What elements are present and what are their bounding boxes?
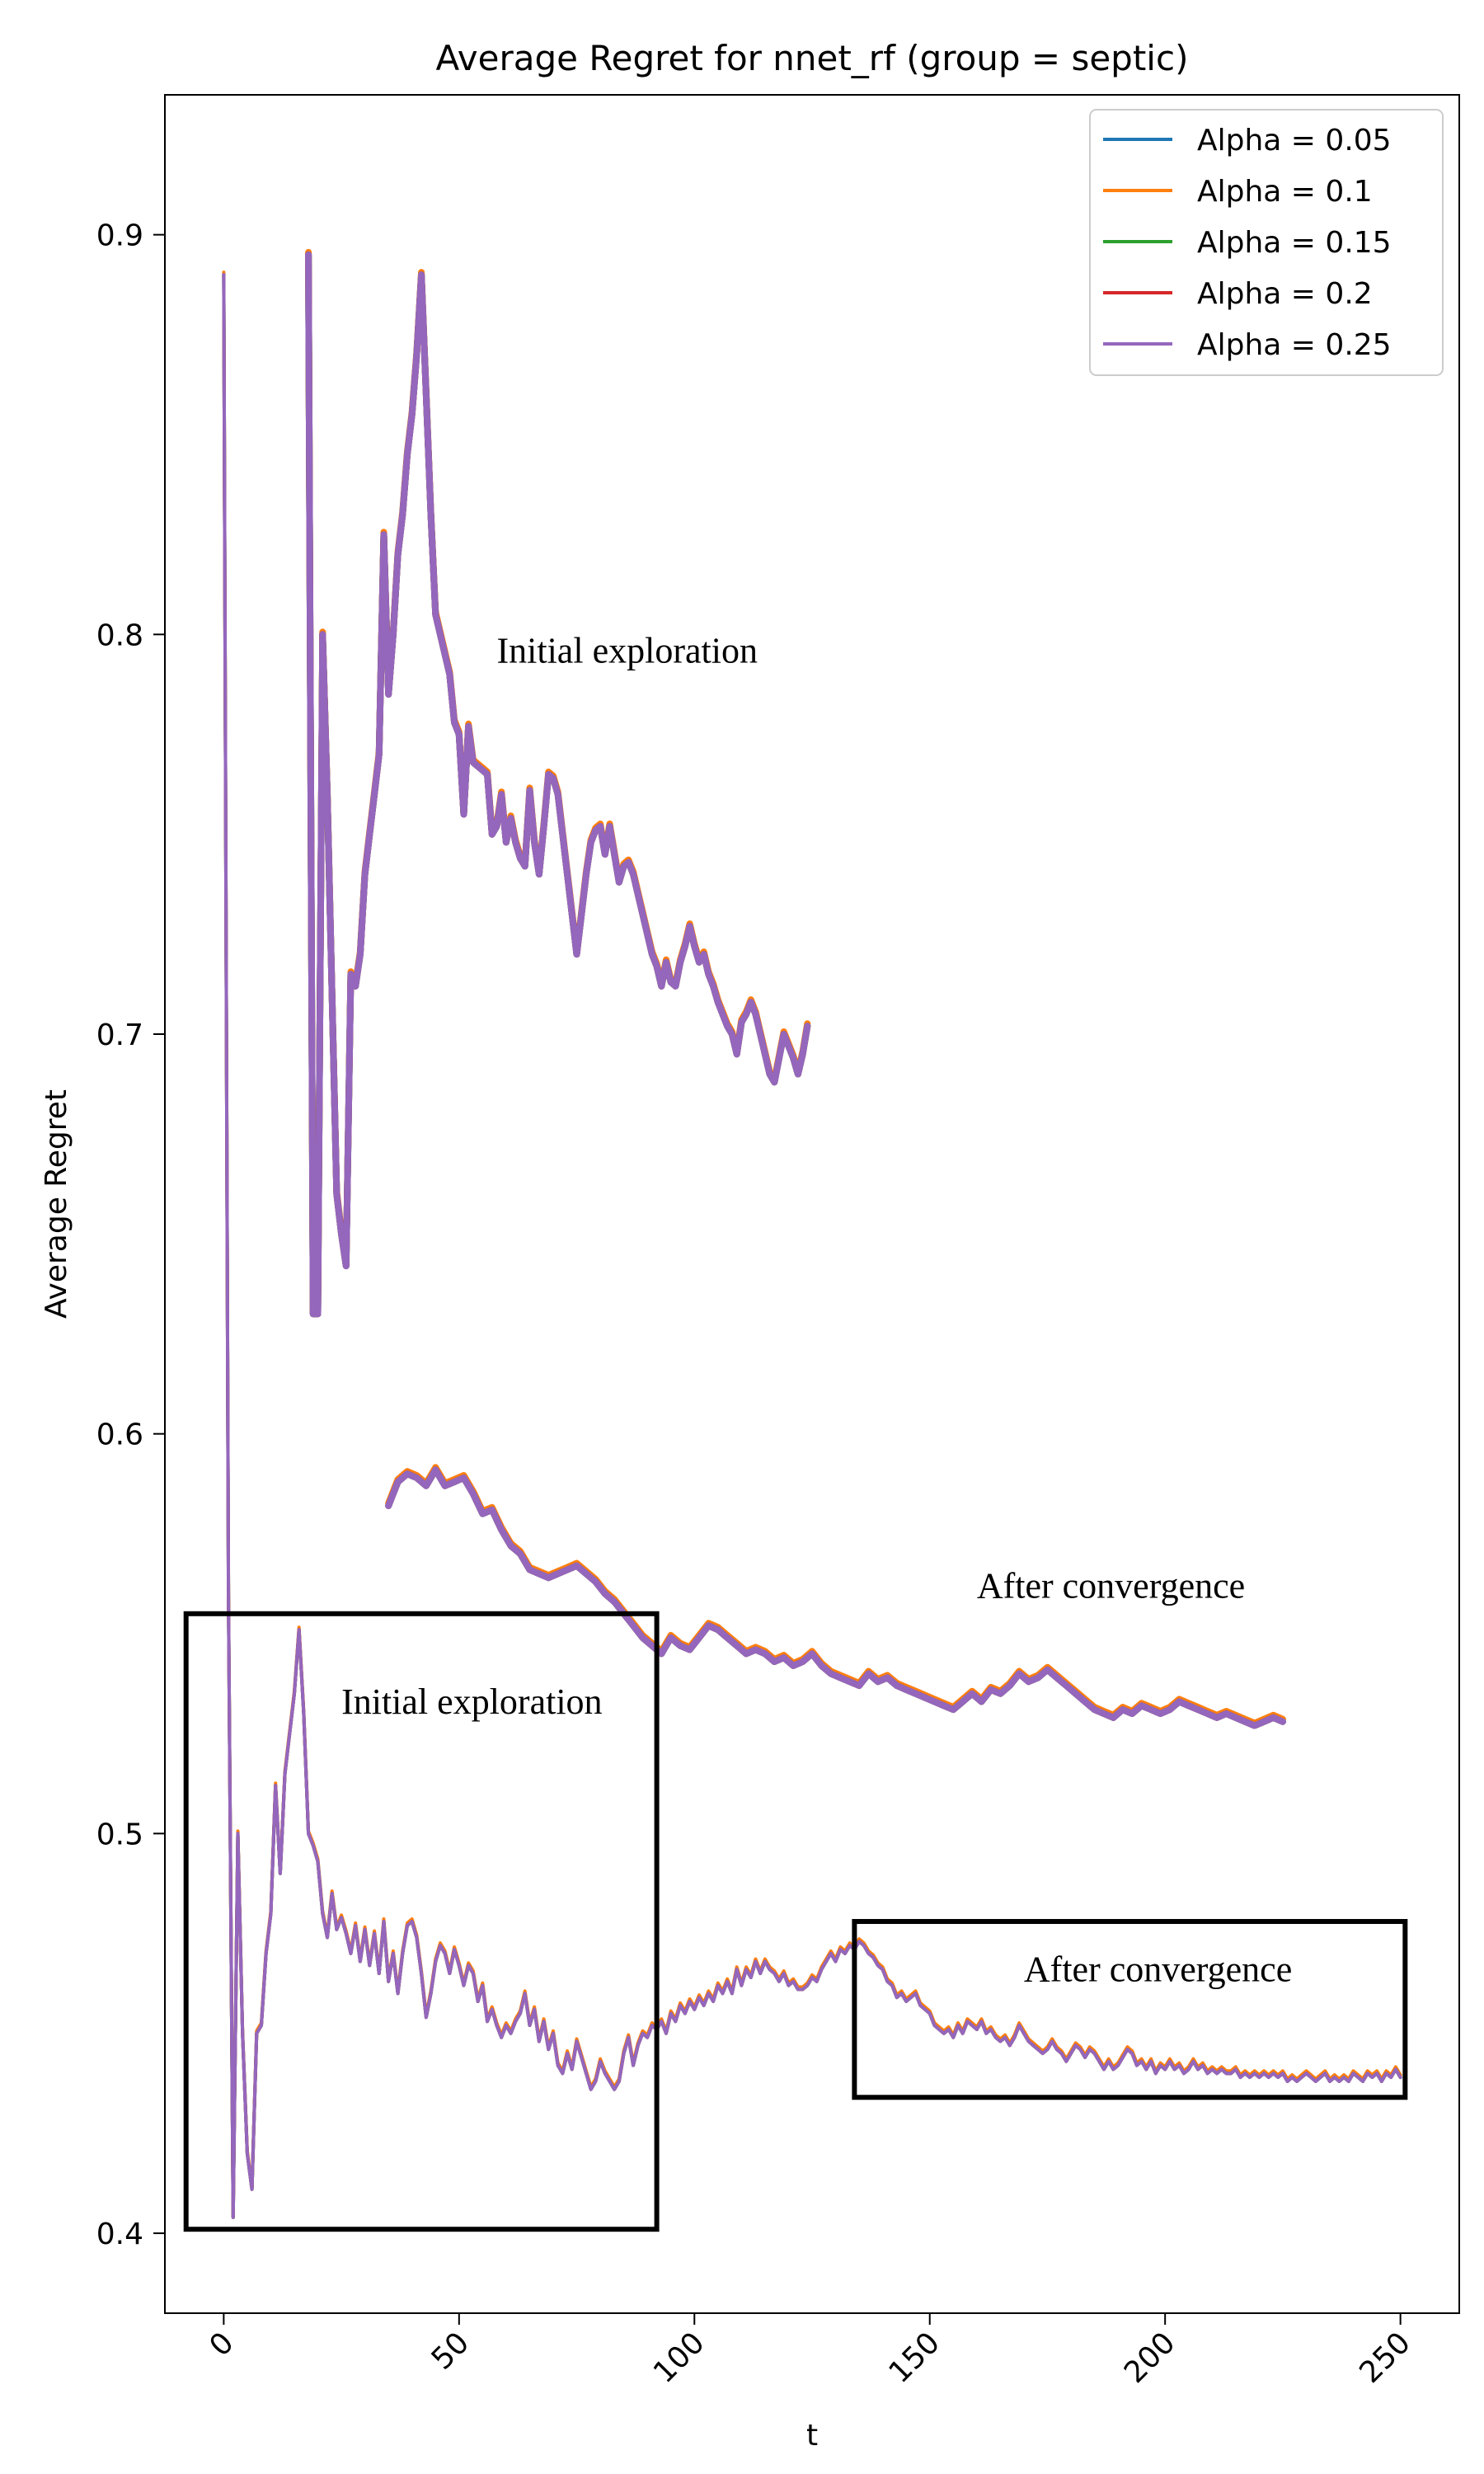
legend-entry: Alpha = 0.05 bbox=[1197, 124, 1392, 158]
x-tick-label: 0 bbox=[204, 2326, 241, 2363]
highlight-box-1 bbox=[183, 1611, 660, 2232]
y-tick-label: 0.7 bbox=[96, 1018, 143, 1052]
annotation-4: After convergence bbox=[1024, 1950, 1292, 1990]
x-tick-label: 200 bbox=[1118, 2326, 1182, 2390]
x-axis-label: t bbox=[806, 2419, 818, 2453]
plot-frame bbox=[164, 94, 1460, 2314]
legend-entry: Alpha = 0.15 bbox=[1197, 226, 1392, 260]
legend-entry: Alpha = 0.25 bbox=[1197, 328, 1392, 362]
y-tick-label: 0.8 bbox=[96, 618, 143, 652]
legend-box bbox=[1089, 109, 1444, 376]
legend-entry: Alpha = 0.2 bbox=[1197, 277, 1373, 311]
x-tick-label: 150 bbox=[883, 2326, 947, 2390]
y-tick-label: 0.4 bbox=[96, 2218, 143, 2251]
y-tick-label: 0.5 bbox=[96, 1818, 143, 1851]
inset-left-curve-series-5 bbox=[305, 251, 811, 1318]
annotation-1: Initial exploration bbox=[496, 630, 757, 670]
x-tick-label: 250 bbox=[1353, 2326, 1417, 2390]
annotation-2: After convergence bbox=[977, 1565, 1245, 1606]
y-tick-label: 0.9 bbox=[96, 219, 143, 253]
highlight-box-2 bbox=[852, 1919, 1408, 2100]
y-tick-label: 0.6 bbox=[96, 1418, 143, 1452]
inset-right-curve-series-5 bbox=[385, 1466, 1286, 1729]
annotation-3: Initial exploration bbox=[341, 1681, 602, 1722]
chart-title: Average Regret for nnet_rf (group = sept… bbox=[436, 38, 1189, 78]
legend: Alpha = 0.05 Alpha = 0.1 Alpha = 0.15 Alpha… bbox=[1089, 109, 1444, 376]
inset-left-curve-series-2 bbox=[305, 248, 811, 1315]
x-tick-label: 100 bbox=[647, 2326, 711, 2390]
x-tick-label: 50 bbox=[425, 2326, 476, 2376]
y-axis-label: Average Regret bbox=[40, 1089, 73, 1319]
main-curve-series-5 bbox=[222, 273, 1402, 2219]
legend-entry: Alpha = 0.1 bbox=[1197, 175, 1373, 209]
